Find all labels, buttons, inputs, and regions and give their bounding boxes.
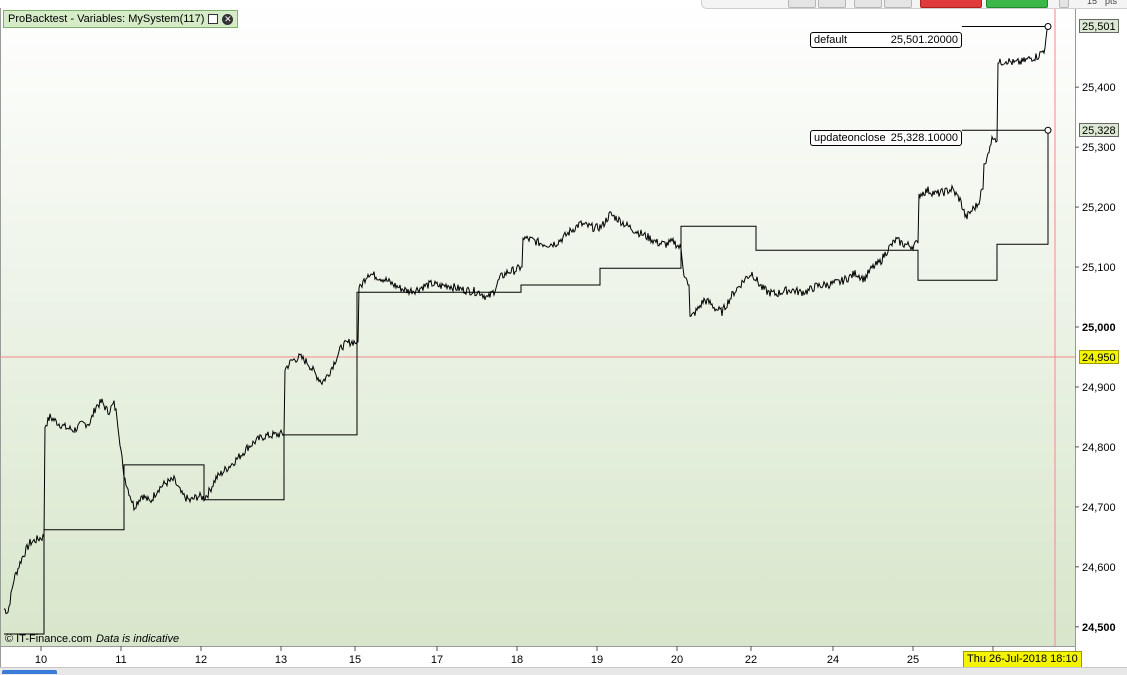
window-title-bar[interactable]: ProBacktest - Variables: MySystem(117) ✕ [3,10,239,28]
x-tick-label: 18 [511,654,523,666]
y-tick-label: 25,200 [1082,202,1116,214]
bottom-tab[interactable] [2,670,57,674]
series-label-updateonclose[interactable]: updateonclose 25,328.10000 [810,130,962,146]
series-name: updateonclose [814,132,886,144]
toolbar-button[interactable] [788,0,816,8]
disclaimer-text: Data is indicative [95,633,180,645]
cursor-date-tag: Thu 26-Jul-2018 18:10 [963,651,1082,668]
y-tick-label: 24,500 [1082,622,1116,634]
y-tick-label: 24,800 [1082,442,1116,454]
bottom-status-strip [0,667,1127,675]
series-lines [3,26,1049,635]
buy-button[interactable] [986,0,1048,8]
toolbar-button[interactable] [818,0,846,8]
y-tick-label: 24,600 [1082,562,1116,574]
x-tick-label: 22 [745,654,757,666]
toolbar-button[interactable] [884,0,912,8]
x-tick-label: 24 [827,654,839,666]
x-tick-label: 17 [431,654,443,666]
x-tick-label: 19 [591,654,603,666]
series-price-tag-default: 25,501 [1079,19,1119,34]
y-tick-label: 24,700 [1082,502,1116,514]
x-tick-label: 10 [35,654,47,666]
window-title: ProBacktest - Variables: MySystem(117) [8,13,205,25]
series-line-updateonclose [4,130,1049,635]
y-tick-label: 25,400 [1082,82,1116,94]
y-tick-label: 25,300 [1082,142,1116,154]
x-tick-label: 25 [907,654,919,666]
series-name: default [814,34,848,46]
x-axis: 10111213151718192022242526 [35,646,999,666]
plot-background [0,0,1075,646]
y-tick-label: 25,100 [1082,262,1116,274]
close-icon[interactable]: ✕ [222,13,234,25]
top-toolbar: 15 pts [701,0,1127,9]
x-tick-label: 15 [349,654,361,666]
leader-end-updateonclose [1044,126,1052,134]
cursor-price-tag: 24,950 [1079,349,1119,364]
y-tick-label: 25,000 [1082,322,1116,334]
series-label-default[interactable]: default 25,501.20000 [810,32,962,48]
axis-background [1075,0,1127,667]
series-line-default [3,26,1049,615]
crosshair [0,8,1075,646]
sell-button[interactable] [920,0,982,8]
y-tick-label: 24,900 [1082,382,1116,394]
toolbar-button[interactable] [854,0,882,8]
y-axis: 24,500 24,600 24,700 24,800 24,900 25,000 25,1… [1075,82,1116,634]
x-tick-label: 13 [275,654,287,666]
x-tick-label: 12 [195,654,207,666]
series-leaders [962,22,1052,134]
checkbox-toggle[interactable] [1059,0,1069,8]
series-value: 25,328.10000 [890,132,958,144]
x-tick-label: 11 [115,654,126,666]
restore-icon[interactable] [208,14,219,24]
series-value: 25,501.20000 [890,34,958,46]
zoom-value[interactable]: 15 [1087,0,1098,6]
leader-end-default [1044,22,1052,30]
x-axis-background [0,646,1075,667]
units-label: pts [1105,0,1118,6]
copyright-text: © IT-Finance.com [5,633,92,645]
x-tick-label: 20 [671,654,683,666]
data-source-note: © IT-Finance.com Data is indicative [5,633,179,645]
series-price-tag-updateonclose: 25,328 [1079,123,1119,138]
